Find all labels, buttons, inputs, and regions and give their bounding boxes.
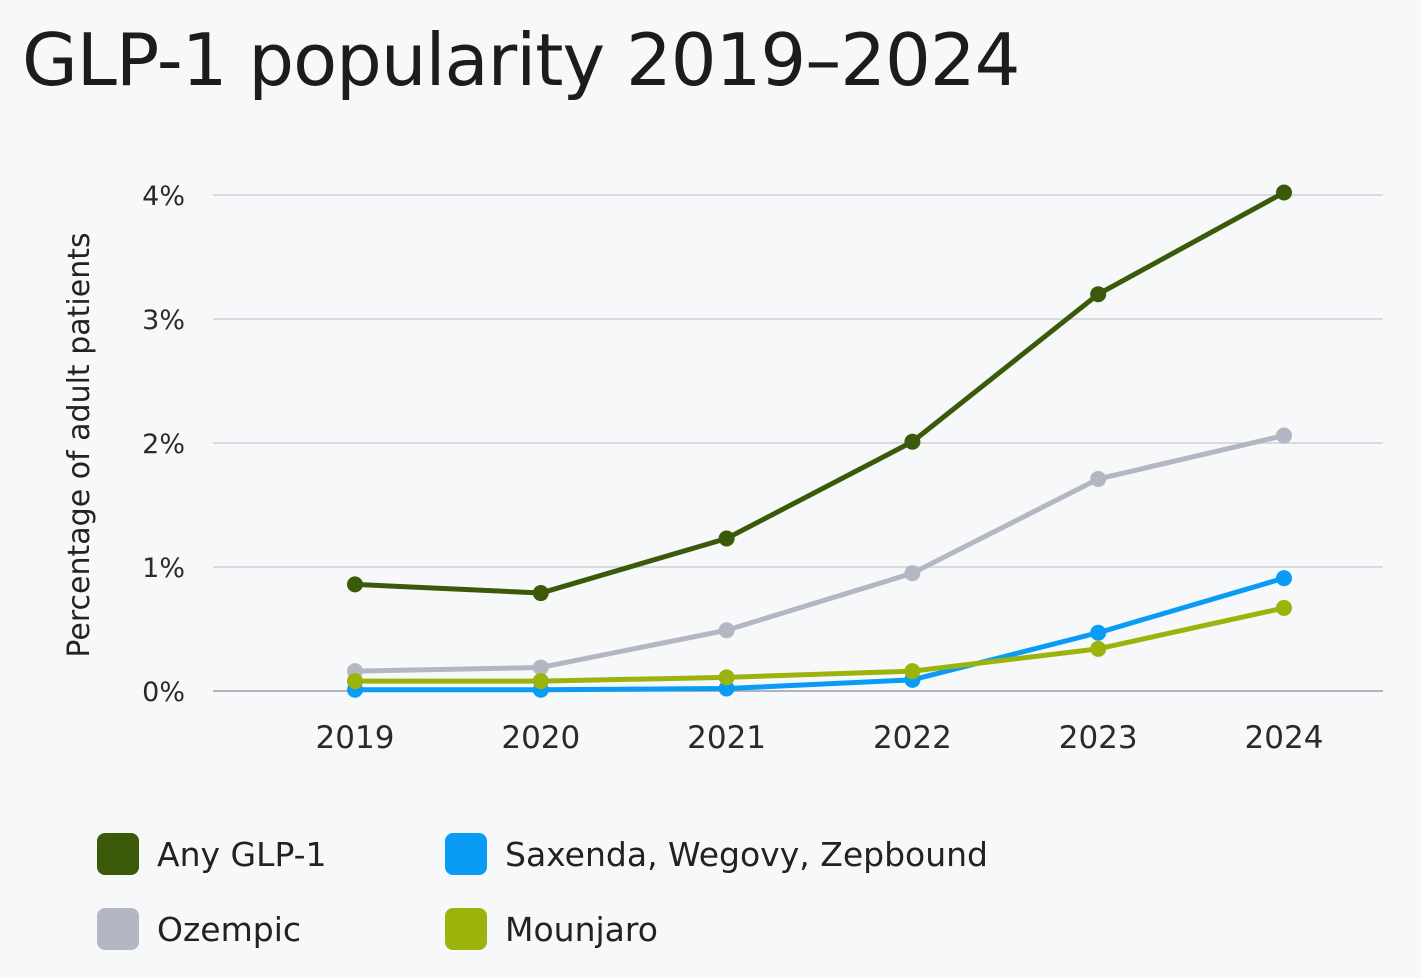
chart-title: GLP-1 popularity 2019–2024 <box>22 18 1020 102</box>
x-tick-label: 2023 <box>1059 720 1138 756</box>
x-tick-label: 2024 <box>1245 720 1324 756</box>
legend-item-saxenda-wegovy-zepbound: Saxenda, Wegovy, Zepbound <box>445 833 988 875</box>
data-point <box>718 680 735 697</box>
legend-label: Ozempic <box>157 909 302 949</box>
y-tick-label: 1% <box>142 553 185 584</box>
data-point <box>1276 184 1292 201</box>
data-point <box>1276 427 1292 444</box>
y-tick-label: 2% <box>142 429 185 460</box>
legend-label: Saxenda, Wegovy, Zepbound <box>505 834 988 874</box>
x-tick-label: 2020 <box>501 720 580 756</box>
data-point <box>347 576 363 593</box>
data-point <box>904 433 921 450</box>
y-axis-label: Percentage of adult patients <box>62 232 97 657</box>
data-point <box>1090 624 1107 641</box>
data-point <box>718 669 735 686</box>
data-point <box>1090 640 1107 657</box>
legend-swatch <box>97 833 139 875</box>
data-point <box>718 622 735 639</box>
legend-item-ozempic: Ozempic <box>97 908 301 950</box>
data-point <box>1090 470 1107 487</box>
data-point <box>1276 570 1292 587</box>
data-point <box>532 585 549 602</box>
data-point <box>1090 286 1107 303</box>
data-point <box>532 673 549 690</box>
data-point <box>904 663 921 680</box>
legend-swatch <box>97 908 139 950</box>
y-tick-label: 4% <box>142 181 185 212</box>
legend-label: Mounjaro <box>505 909 658 949</box>
series-line-saxenda-wegovy-zepbound <box>352 575 1287 693</box>
data-point <box>1276 599 1292 616</box>
legend-item-any-glp1: Any GLP-1 <box>97 833 327 875</box>
y-tick-label: 3% <box>142 305 185 336</box>
series-line-ozempic <box>352 433 1287 674</box>
data-point <box>347 673 363 690</box>
legend-swatch <box>445 908 487 950</box>
data-point <box>532 659 549 676</box>
legend-item-mounjaro: Mounjaro <box>445 908 658 950</box>
data-point <box>718 530 735 547</box>
y-tick-label: 0% <box>142 677 185 708</box>
x-tick-label: 2022 <box>873 720 952 756</box>
x-tick-label: 2019 <box>316 720 395 756</box>
legend-label: Any GLP-1 <box>157 834 327 874</box>
x-tick-label: 2021 <box>687 720 766 756</box>
series-line-any-glp-1 <box>352 190 1287 596</box>
data-point <box>904 565 921 582</box>
series-line-mounjaro <box>352 605 1287 684</box>
legend-swatch <box>445 833 487 875</box>
